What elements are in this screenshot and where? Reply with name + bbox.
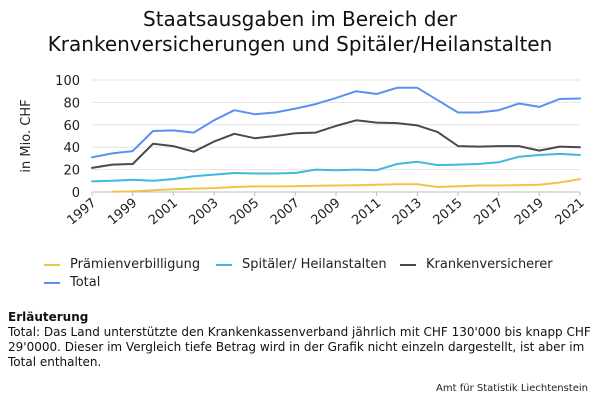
legend-swatch-krankenversicherer <box>400 263 416 266</box>
legend-label-total: Total <box>70 275 101 290</box>
chart-title-line-1: Staatsausgaben im Bereich der <box>143 7 457 31</box>
chart-legend: Prämienverbilligung Spitäler/ Heilanstal… <box>44 257 584 293</box>
chart-title: Staatsausgaben im Bereich der Krankenver… <box>0 7 600 57</box>
x-tick-label: 2015 <box>431 196 466 229</box>
legend-swatch-total <box>44 281 60 284</box>
chart-title-line-2: Krankenversicherungen und Spitäler/Heila… <box>47 32 553 56</box>
series-line-3 <box>91 86 581 159</box>
series-line-2 <box>91 119 581 169</box>
x-tick-label: 2021 <box>553 196 588 229</box>
legend-item-spitaeler: Spitäler/ Heilanstalten <box>216 257 387 272</box>
x-tick-label: 2013 <box>390 196 425 229</box>
legend-label-praemienverbilligung: Prämienverbilligung <box>70 257 201 272</box>
legend-label-spitaeler: Spitäler/ Heilanstalten <box>242 257 387 272</box>
legend-item-praemienverbilligung: Prämienverbilligung <box>44 257 200 272</box>
x-tick-label: 2007 <box>268 196 303 229</box>
y-tick-label: 0 <box>72 186 80 201</box>
y-tick-label: 80 <box>63 96 80 111</box>
legend-item-krankenversicherer: Krankenversicherer <box>400 257 553 272</box>
x-tick-label: 2005 <box>227 196 262 229</box>
x-tick-label: 2009 <box>309 196 344 229</box>
legend-label-krankenversicherer: Krankenversicherer <box>426 257 553 272</box>
y-tick-label: 40 <box>63 141 80 156</box>
x-tick-label: 2001 <box>146 196 181 229</box>
source-credit: Amt für Statistik Liechtenstein <box>436 383 588 394</box>
explanation-heading: Erläuterung <box>8 310 89 324</box>
y-tick-label: 60 <box>63 119 80 134</box>
x-tick-label: 1997 <box>65 196 100 229</box>
y-tick-label: 20 <box>63 164 80 179</box>
x-tick-label: 2017 <box>471 196 506 229</box>
legend-item-total: Total <box>44 275 100 290</box>
legend-swatch-praemienverbilligung <box>44 263 60 266</box>
explanation-text: Total: Das Land unterstützte den Kranken… <box>8 325 591 369</box>
y-tick-label: 100 <box>55 74 80 89</box>
x-tick-label: 1999 <box>105 196 140 229</box>
explanation-note: Erläuterung Total: Das Land unterstützte… <box>8 310 592 370</box>
series-line-0 <box>111 178 581 193</box>
x-tick-label: 2019 <box>512 196 547 229</box>
x-tick-label: 2003 <box>187 196 222 229</box>
legend-swatch-spitaeler <box>216 263 232 266</box>
series-line-1 <box>91 152 581 183</box>
x-tick-label: 2011 <box>349 196 384 229</box>
y-axis-label: in Mio. CHF <box>19 99 34 172</box>
